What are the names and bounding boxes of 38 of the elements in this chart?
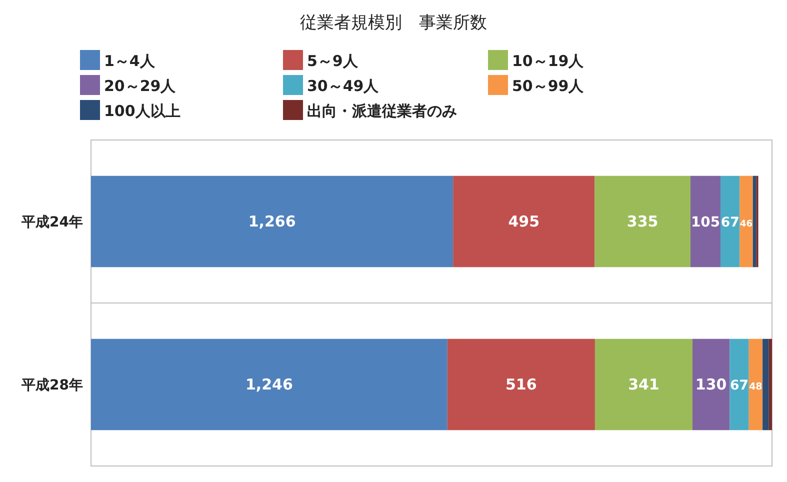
bar — [730, 338, 749, 430]
legend-label: 30～49人 — [307, 77, 380, 95]
bar — [720, 176, 740, 268]
bar — [594, 338, 692, 430]
data-label: 130 — [695, 376, 727, 394]
legend-label: 5～9人 — [307, 52, 359, 70]
legend-label: 出向・派遣従業者のみ — [307, 102, 457, 120]
data-label: 48 — [749, 382, 763, 392]
chart-title: 従業者規模別 事業所数 — [300, 13, 487, 33]
bar — [768, 338, 772, 430]
legend-label: 100人以上 — [104, 102, 180, 120]
bar — [91, 338, 448, 430]
legend-label: 10～19人 — [512, 52, 585, 70]
data-label: 67 — [720, 216, 740, 230]
data-label: 516 — [506, 376, 537, 394]
bar — [453, 176, 595, 268]
bar — [594, 176, 690, 268]
bar — [748, 338, 763, 430]
bar — [692, 338, 730, 430]
bar — [752, 176, 756, 268]
data-label: 341 — [628, 376, 660, 394]
legend-label: 50～99人 — [512, 77, 585, 95]
bar — [762, 338, 769, 430]
bar — [447, 338, 595, 430]
data-label: 495 — [508, 212, 540, 230]
y-tick-label: 平成28年 — [20, 378, 83, 394]
data-label: 1,246 — [245, 376, 293, 394]
y-tick-label: 平成24年 — [20, 214, 83, 230]
legend-label: 1～4人 — [104, 52, 156, 70]
bar — [690, 176, 721, 268]
bar — [740, 176, 753, 268]
data-label: 1,266 — [248, 212, 296, 230]
data-label: 67 — [730, 378, 749, 394]
bar — [91, 176, 454, 268]
legend-label: 20～29人 — [104, 77, 177, 95]
data-label: 335 — [626, 212, 658, 230]
data-label: 46 — [740, 220, 753, 230]
data-label: 105 — [691, 214, 720, 230]
